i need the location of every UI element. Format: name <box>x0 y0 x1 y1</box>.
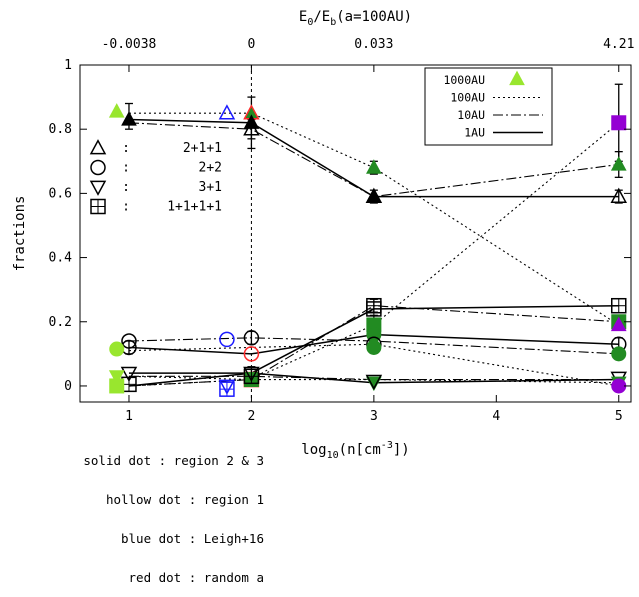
legend-shape-sep: : <box>122 200 130 215</box>
chart: 1 2 3 4 5 0 0.2 0.4 0.6 0.8 1 -0.0038 0 0.033 4.21 log… <box>12 9 635 461</box>
axis-labels: log10(n[cm-3]) fractions E0/Eb(a=100AU) <box>12 9 412 461</box>
marker-triangle-down <box>108 370 125 385</box>
legend-symbol <box>509 70 525 86</box>
y-tick-label: 0.6 <box>49 186 72 201</box>
legend-shape-label: 1+1+1+1 <box>167 200 222 215</box>
plot-border <box>79 64 632 403</box>
marker-circle <box>219 331 235 348</box>
shape-legend: : 2+1+1: 2+2: 3+1: 1+1+1+1 <box>89 139 222 215</box>
x-tick-label: 1 <box>125 409 133 424</box>
note-blue-dot: blue dot : Leigh+16 <box>121 531 264 546</box>
y-axis-label: fractions <box>12 196 28 272</box>
note-solid-dot: solid dot : region 2 & 3 <box>83 453 264 468</box>
legend-shape-label: 2+1+1 <box>183 141 222 156</box>
series-line-10AU-3+1 <box>128 375 619 381</box>
y-tick-label: 0.2 <box>49 315 72 330</box>
legend-label: 10AU <box>457 108 485 122</box>
marker-triangle-up <box>610 156 627 171</box>
series-line-1AU-2+1+1 <box>128 118 619 198</box>
marker-triangle-down <box>366 376 382 392</box>
series-line-10AU-2+2 <box>128 337 619 355</box>
series-line-100AU-2+1+1 <box>128 112 620 326</box>
legend-label: 100AU <box>450 91 485 105</box>
y-tick-label: 0.8 <box>49 122 72 137</box>
y-tick-label: 0 <box>64 379 72 394</box>
x-tick-label: 2 <box>248 409 256 424</box>
marker-triangle-up <box>218 104 236 120</box>
top-tick-label: 0.033 <box>354 37 393 52</box>
note-hollow-dot: hollow dot : region 1 <box>105 492 264 507</box>
series-line-100AU-2+2 <box>128 343 619 387</box>
series-line-10AU-2+1+1 <box>128 122 619 198</box>
marker-triangle-up <box>366 188 382 203</box>
note-red-dot: red dot : random a <box>128 570 264 585</box>
marker-square <box>109 378 125 394</box>
annotation-notes: solid dot : region 2 & 3 hollow dot : re… <box>14 428 264 597</box>
legend-shape-label: 3+1 <box>199 180 222 195</box>
legend-label: 1000AU <box>443 73 485 87</box>
markers <box>108 103 628 397</box>
marker-triangle-up <box>108 103 125 118</box>
axis-ticks: 1 2 3 4 5 0 0.2 0.4 0.6 0.8 1 -0.0038 0 0.033 4.21 <box>49 37 635 424</box>
marker-triangle-down <box>120 366 138 383</box>
legend: 1000AU 100AU 10AU 1AU <box>424 67 553 146</box>
series-line-1AU-2+2 <box>128 333 619 355</box>
y-tick-label: 1 <box>64 58 72 73</box>
top-tick-label: 0 <box>248 37 256 52</box>
x-tick-label: 3 <box>370 409 378 424</box>
series-line-1AU-1+1+1+1 <box>128 304 619 387</box>
legend-label: 1AU <box>464 126 485 140</box>
x-tick-label: 4 <box>492 409 500 424</box>
series-line-100AU-3+1 <box>128 375 619 384</box>
top-tick-label: 4.21 <box>603 37 634 52</box>
marker-triangle-up <box>610 316 627 332</box>
marker-triangle-up <box>610 187 628 203</box>
marker-circle <box>611 346 627 362</box>
legend-shape-sep: : <box>122 161 130 176</box>
legend-shape-sep: : <box>122 141 130 156</box>
marker-triangle-up <box>243 120 260 136</box>
legend-shape-triangle-down <box>89 180 107 196</box>
top-axis-label: E0/Eb(a=100AU) <box>299 9 412 28</box>
legend-shape-sep: : <box>122 180 130 195</box>
series-line-100AU-1+1+1+1 <box>128 122 620 387</box>
marker-triangle-down <box>243 366 260 383</box>
marker-square <box>611 115 627 131</box>
plot-frame <box>79 64 632 403</box>
legend-shape-triangle-up <box>89 139 107 155</box>
marker-triangle-up <box>121 111 137 126</box>
legend-shape-label: 2+2 <box>199 161 222 176</box>
top-tick-label: -0.0038 <box>102 37 157 52</box>
x-tick-label: 5 <box>615 409 623 424</box>
marker-circle <box>243 330 260 346</box>
series-lines <box>128 112 620 387</box>
y-tick-label: 0.4 <box>49 251 73 266</box>
x-axis-label: log10(n[cm-3]) <box>301 440 409 461</box>
marker-triangle-down <box>218 379 236 395</box>
marker-triangle-up <box>366 159 382 174</box>
marker-circle <box>366 339 382 355</box>
marker-triangle-down <box>365 374 383 391</box>
marker-circle <box>243 346 260 362</box>
marker-circle <box>121 333 137 349</box>
marker-circle <box>109 341 125 357</box>
marker-circle <box>611 378 627 394</box>
legend-shape-circle <box>90 159 106 176</box>
